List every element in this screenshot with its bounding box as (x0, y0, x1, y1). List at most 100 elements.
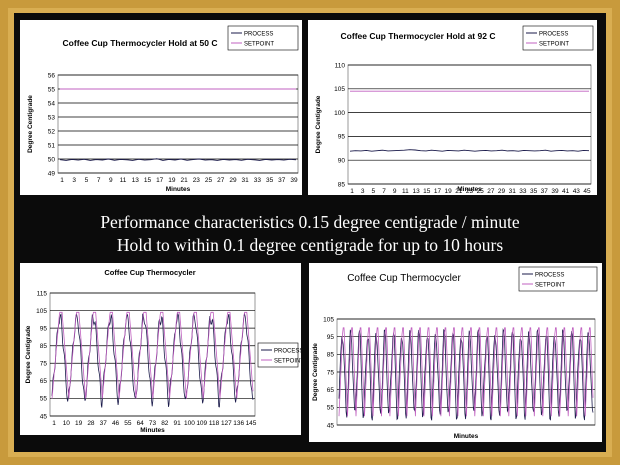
x-tick-label: 91 (174, 420, 182, 427)
series-line-setpoint (51, 311, 254, 399)
y-tick-label: 75 (327, 369, 335, 376)
x-axis-label: Minutes (457, 186, 482, 193)
x-tick-label: 3 (72, 177, 76, 184)
y-tick-label: 100 (334, 110, 345, 117)
y-tick-label: 52 (48, 128, 56, 135)
x-tick-label: 29 (498, 188, 506, 195)
x-tick-label: 27 (487, 188, 495, 195)
x-tick-label: 43 (573, 188, 581, 195)
series-line-process (51, 312, 254, 408)
y-tick-label: 85 (338, 181, 346, 188)
chart-panel-cycle-small: 45 55 65 75 85 95 105 115 1 10 19 28 37 46 55 64 73 82 91 1… (20, 263, 301, 435)
y-axis-label: Degree Centigrade (315, 95, 322, 153)
legend-label: SETPOINT (535, 282, 565, 288)
chart-panel-hold-50: 49 50 51 52 53 54 55 56 1 3 5 7 9 11 13 15 17 19 21 23 25 27 2… (20, 20, 302, 195)
series-line-process (349, 149, 590, 152)
x-tick-label: 13 (132, 177, 140, 184)
x-tick-label: 5 (372, 188, 376, 195)
x-tick-label: 1 (52, 420, 56, 427)
y-tick-label: 55 (48, 86, 56, 93)
x-tick-label: 15 (144, 177, 152, 184)
x-tick-label: 9 (109, 177, 113, 184)
y-tick-label: 55 (327, 405, 335, 412)
x-tick-label: 73 (149, 420, 157, 427)
y-axis-label: Degree Centigrade (27, 95, 34, 153)
x-tick-label: 37 (278, 177, 286, 184)
x-tick-label: 35 (530, 188, 538, 195)
y-tick-label: 105 (323, 316, 334, 323)
y-tick-label: 75 (40, 361, 48, 368)
x-tick-label: 7 (97, 177, 101, 184)
x-axis-label: Minutes (454, 433, 479, 440)
y-tick-label: 95 (327, 334, 335, 341)
series-line-setpoint (338, 327, 594, 417)
x-tick-label: 25 (477, 188, 485, 195)
y-tick-label: 65 (327, 387, 335, 394)
x-tick-label: 45 (583, 188, 591, 195)
x-tick-label: 17 (156, 177, 164, 184)
y-tick-label: 53 (48, 114, 56, 121)
x-tick-label: 145 (246, 420, 257, 427)
chart-title: Coffee Cup Thermocycler (347, 273, 461, 284)
chart-panel-hold-92: 85 90 95 100 105 110 1 3 5 7 9 11 13 15 17 19 21 23 25 27 29… (308, 20, 597, 195)
x-tick-label: 55 (124, 420, 132, 427)
y-tick-label: 95 (338, 134, 346, 141)
x-tick-label: 37 (541, 188, 549, 195)
x-tick-label: 19 (75, 420, 83, 427)
legend-label: PROCESS (539, 31, 568, 37)
legend-box (522, 25, 594, 51)
plot-area (57, 74, 299, 174)
x-tick-label: 1 (350, 188, 354, 195)
x-tick-label: 11 (120, 177, 127, 184)
chart-panel-cycle-large: 45 55 65 75 85 95 105 Coffee Cup Thermocycler Mi… (309, 263, 602, 442)
chart-title: Coffee Cup Thermocycler Hold at 92 C (341, 31, 496, 41)
chart-title: Coffee Cup Thermocycler (104, 268, 195, 277)
y-tick-label: 50 (48, 156, 56, 163)
x-tick-label: 1 (60, 177, 64, 184)
x-tick-label: 31 (509, 188, 517, 195)
x-tick-label: 7 (382, 188, 386, 195)
y-tick-label: 85 (40, 343, 48, 350)
y-tick-label: 95 (40, 325, 48, 332)
x-tick-label: 9 (393, 188, 397, 195)
x-tick-label: 27 (217, 177, 225, 184)
legend-label: PROCESS (274, 348, 301, 354)
y-tick-label: 90 (338, 158, 346, 165)
legend-box (518, 266, 598, 292)
x-tick-label: 37 (100, 420, 108, 427)
x-axis-label: Minutes (166, 186, 191, 193)
caption-line-1: Performance characteristics 0.15 degree … (100, 212, 520, 232)
x-tick-label: 82 (161, 420, 169, 427)
legend-label: PROCESS (535, 272, 564, 278)
x-tick-label: 19 (445, 188, 453, 195)
x-tick-label: 15 (423, 188, 431, 195)
x-axis-label: Minutes (140, 427, 165, 434)
legend-box (257, 342, 299, 368)
legend-label: PROCESS (244, 31, 273, 37)
plot-area (347, 64, 592, 185)
legend-label: SETPOINT (244, 41, 274, 47)
x-tick-label: 10 (63, 420, 71, 427)
y-tick-label: 110 (335, 62, 346, 69)
y-tick-label: 56 (48, 72, 56, 79)
x-tick-label: 136 (233, 420, 244, 427)
y-tick-label: 85 (327, 352, 335, 359)
y-tick-label: 45 (40, 413, 48, 420)
x-tick-label: 23 (466, 188, 474, 195)
x-tick-label: 19 (168, 177, 176, 184)
x-tick-label: 118 (209, 420, 220, 427)
x-tick-label: 13 (412, 188, 420, 195)
y-tick-label: 105 (36, 308, 47, 315)
series-line-process (59, 158, 297, 161)
y-tick-label: 49 (48, 170, 56, 177)
legend-label: SETPOINT (539, 41, 569, 47)
legend-box (227, 25, 299, 51)
x-tick-label: 39 (290, 177, 298, 184)
x-tick-label: 33 (254, 177, 262, 184)
x-tick-label: 35 (266, 177, 274, 184)
y-tick-label: 45 (327, 422, 335, 429)
x-tick-label: 109 (196, 420, 207, 427)
x-tick-label: 21 (455, 188, 463, 195)
